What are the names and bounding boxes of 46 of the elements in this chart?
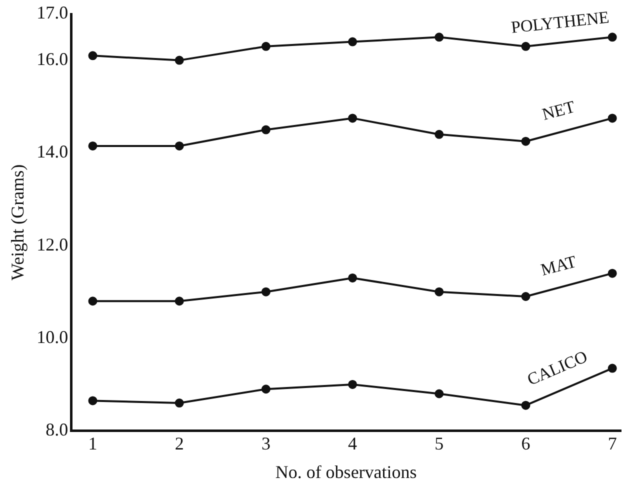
point — [88, 141, 98, 150]
point — [261, 384, 270, 394]
point — [608, 114, 617, 123]
y-tick-label: 10.0 — [36, 326, 68, 347]
point — [174, 141, 184, 150]
x-tick-label: 5 — [434, 433, 444, 454]
point — [174, 296, 184, 306]
point — [434, 389, 444, 398]
point — [608, 364, 617, 373]
point — [348, 273, 358, 282]
point — [88, 51, 98, 60]
x-tick-label: 3 — [261, 433, 270, 454]
x-axis-title: No. of observations — [275, 462, 417, 482]
point — [348, 37, 358, 46]
y-tick-label: 16.0 — [36, 49, 68, 70]
y-tick-label: 17.0 — [36, 2, 68, 23]
y-tick-label: 12.0 — [36, 234, 68, 254]
point — [521, 42, 530, 51]
point — [608, 268, 617, 278]
point — [608, 32, 617, 42]
point — [348, 114, 358, 123]
x-tick-label: 7 — [608, 433, 617, 454]
point — [88, 396, 98, 406]
point — [88, 296, 98, 306]
point — [261, 42, 270, 51]
y-tick-label: 14.0 — [36, 142, 68, 162]
x-tick-label: 1 — [88, 433, 98, 454]
point — [174, 398, 184, 408]
text: MAT — [538, 252, 579, 280]
point — [348, 380, 358, 389]
point — [434, 130, 444, 139]
point — [261, 125, 270, 134]
x-tick-label: 6 — [521, 433, 530, 454]
x-tick-label: 2 — [174, 433, 184, 454]
point — [521, 400, 530, 410]
point — [521, 136, 530, 146]
point — [434, 32, 444, 42]
y-tick-label: 8.0 — [46, 420, 68, 440]
point — [434, 287, 444, 296]
x-tick-label: 4 — [348, 433, 358, 454]
text: POLYTHENE — [510, 8, 610, 37]
text: NET — [540, 96, 578, 124]
y-axis-title: Weight (Grams) — [8, 164, 28, 280]
point — [521, 292, 530, 301]
point — [261, 287, 270, 296]
point — [174, 56, 184, 65]
